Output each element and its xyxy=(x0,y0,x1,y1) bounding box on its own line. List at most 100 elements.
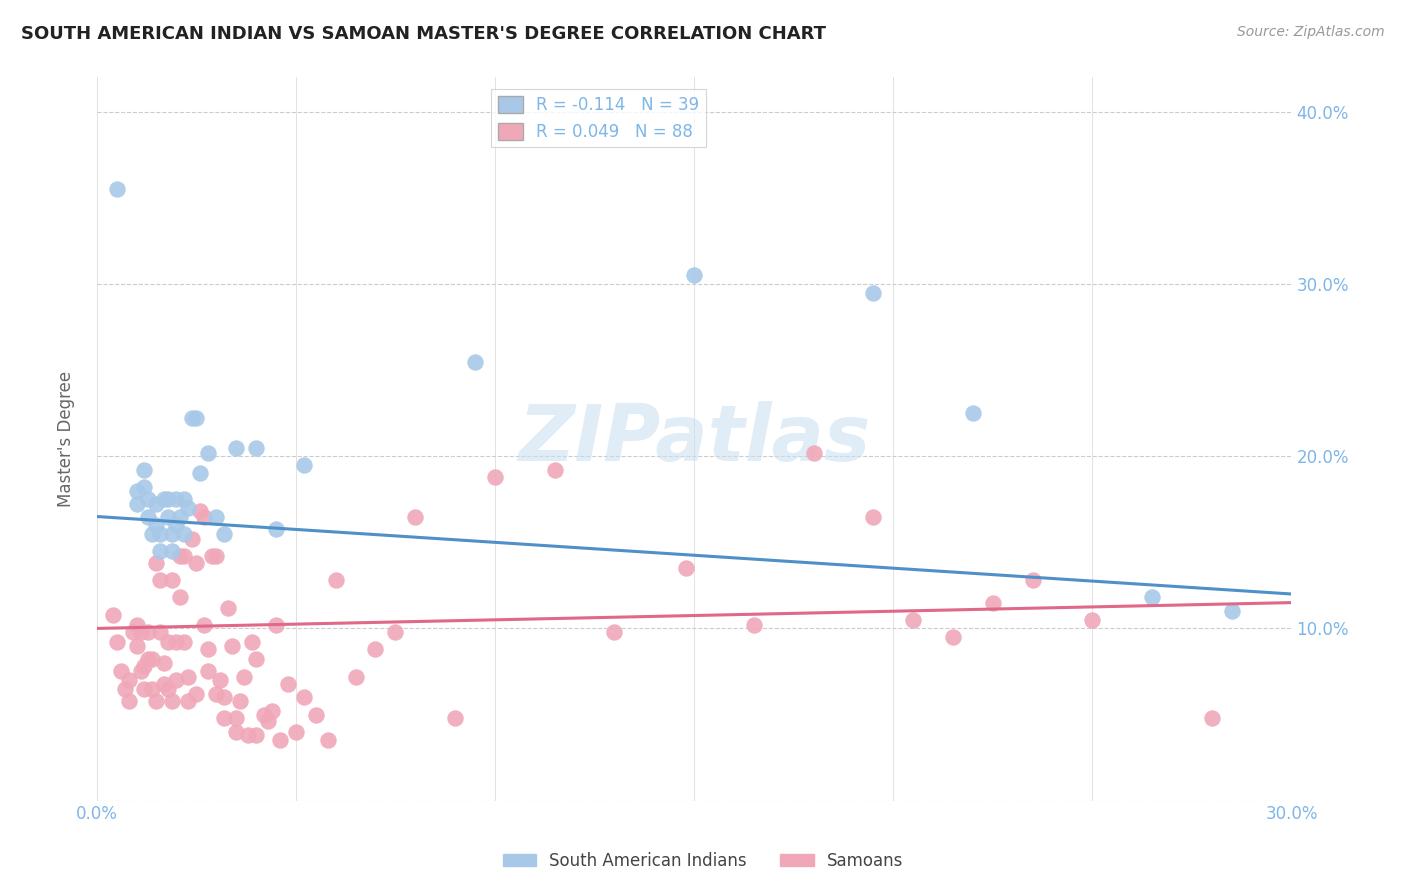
Point xyxy=(157,635,180,649)
Point xyxy=(165,635,187,649)
Point xyxy=(177,670,200,684)
Point xyxy=(277,676,299,690)
Point xyxy=(181,532,204,546)
Point xyxy=(1220,604,1243,618)
Point xyxy=(149,526,172,541)
Point xyxy=(1021,573,1043,587)
Point xyxy=(169,591,191,605)
Point xyxy=(201,549,224,563)
Point xyxy=(149,573,172,587)
Point xyxy=(173,635,195,649)
Point xyxy=(186,556,208,570)
Point xyxy=(212,711,235,725)
Point xyxy=(404,509,426,524)
Point xyxy=(181,411,204,425)
Point xyxy=(134,659,156,673)
Point xyxy=(225,711,247,725)
Point xyxy=(193,618,215,632)
Point xyxy=(125,483,148,498)
Point xyxy=(257,714,280,729)
Point xyxy=(121,624,143,639)
Point xyxy=(138,652,160,666)
Point xyxy=(675,561,697,575)
Point xyxy=(233,670,256,684)
Text: ZIPatlas: ZIPatlas xyxy=(517,401,870,477)
Point xyxy=(217,600,239,615)
Point xyxy=(603,624,626,639)
Point xyxy=(464,354,486,368)
Point xyxy=(153,676,176,690)
Point xyxy=(169,509,191,524)
Point xyxy=(444,711,467,725)
Point xyxy=(197,665,219,679)
Point xyxy=(169,549,191,563)
Point xyxy=(173,549,195,563)
Point xyxy=(186,411,208,425)
Point xyxy=(1201,711,1223,725)
Point xyxy=(364,642,387,657)
Point xyxy=(149,544,172,558)
Point xyxy=(240,635,263,649)
Point xyxy=(141,681,163,696)
Point xyxy=(260,704,283,718)
Point xyxy=(134,681,156,696)
Point xyxy=(138,509,160,524)
Point xyxy=(245,441,267,455)
Point xyxy=(105,635,128,649)
Point xyxy=(114,681,136,696)
Point xyxy=(205,549,228,563)
Point xyxy=(162,526,184,541)
Point xyxy=(149,624,172,639)
Point xyxy=(162,573,184,587)
Point xyxy=(205,509,228,524)
Point xyxy=(134,480,156,494)
Point xyxy=(165,492,187,507)
Point xyxy=(901,613,924,627)
Text: Source: ZipAtlas.com: Source: ZipAtlas.com xyxy=(1237,25,1385,39)
Point xyxy=(197,642,219,657)
Point xyxy=(101,607,124,622)
Point xyxy=(138,492,160,507)
Point xyxy=(305,707,328,722)
Point xyxy=(145,694,167,708)
Point xyxy=(145,556,167,570)
Point xyxy=(145,518,167,533)
Point xyxy=(292,690,315,705)
Point xyxy=(862,509,884,524)
Point xyxy=(165,518,187,533)
Point xyxy=(162,544,184,558)
Point xyxy=(145,498,167,512)
Point xyxy=(981,596,1004,610)
Point xyxy=(141,652,163,666)
Point xyxy=(138,624,160,639)
Point xyxy=(188,504,211,518)
Point xyxy=(1081,613,1104,627)
Point xyxy=(1140,591,1163,605)
Point xyxy=(683,268,706,283)
Point xyxy=(316,733,339,747)
Point xyxy=(325,573,347,587)
Point xyxy=(862,285,884,300)
Point xyxy=(544,463,567,477)
Point xyxy=(188,467,211,481)
Point xyxy=(125,639,148,653)
Point xyxy=(221,639,243,653)
Point xyxy=(209,673,232,687)
Point xyxy=(193,509,215,524)
Point xyxy=(236,728,259,742)
Point xyxy=(117,673,139,687)
Text: SOUTH AMERICAN INDIAN VS SAMOAN MASTER'S DEGREE CORRELATION CHART: SOUTH AMERICAN INDIAN VS SAMOAN MASTER'S… xyxy=(21,25,827,43)
Point xyxy=(264,618,287,632)
Point xyxy=(134,463,156,477)
Point xyxy=(205,687,228,701)
Point xyxy=(245,652,267,666)
Legend: South American Indians, Samoans: South American Indians, Samoans xyxy=(496,846,910,877)
Point xyxy=(125,618,148,632)
Point xyxy=(173,526,195,541)
Point xyxy=(212,526,235,541)
Point xyxy=(197,446,219,460)
Point xyxy=(292,458,315,472)
Point xyxy=(153,492,176,507)
Point xyxy=(177,500,200,515)
Point xyxy=(110,665,132,679)
